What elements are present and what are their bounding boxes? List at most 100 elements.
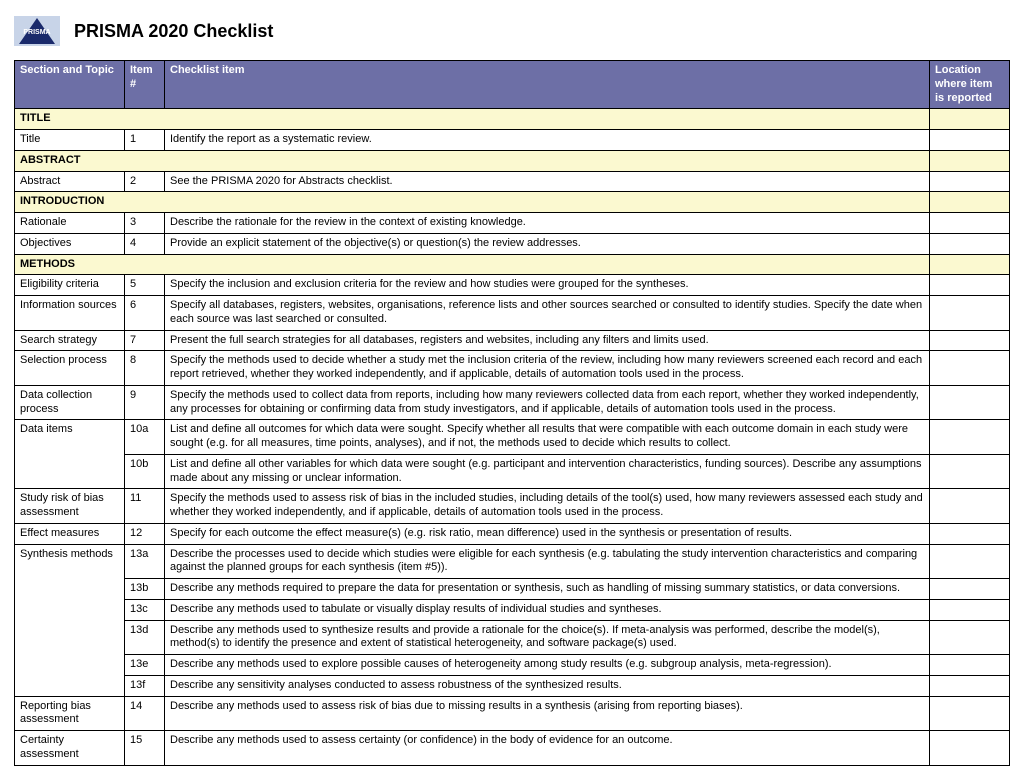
- section-topic-cell: Effect measures: [15, 523, 125, 544]
- item-number-cell: 12: [125, 523, 165, 544]
- location-cell[interactable]: [930, 213, 1010, 234]
- section-header-row: METHODS: [15, 254, 1010, 275]
- section-topic-cell: Selection process: [15, 351, 125, 386]
- location-cell[interactable]: [930, 385, 1010, 420]
- checklist-item-cell: Provide an explicit statement of the obj…: [165, 233, 930, 254]
- section-location-cell: [930, 150, 1010, 171]
- item-number-cell: 4: [125, 233, 165, 254]
- table-row: 13fDescribe any sensitivity analyses con…: [15, 675, 1010, 696]
- section-topic-cell: Information sources: [15, 296, 125, 331]
- item-number-cell: 3: [125, 213, 165, 234]
- section-topic-cell: Study risk of bias assessment: [15, 489, 125, 524]
- section-topic-cell: Reporting bias assessment: [15, 696, 125, 731]
- item-number-cell: 14: [125, 696, 165, 731]
- item-number-cell: 15: [125, 731, 165, 766]
- table-row: Data items10aList and define all outcome…: [15, 420, 1010, 455]
- checklist-item-cell: Describe any methods used to synthesize …: [165, 620, 930, 655]
- checklist-item-cell: Describe any methods used to tabulate or…: [165, 599, 930, 620]
- section-topic-cell: Title: [15, 130, 125, 151]
- item-number-cell: 6: [125, 296, 165, 331]
- location-cell[interactable]: [930, 675, 1010, 696]
- table-row: Certainty assessment15Describe any metho…: [15, 731, 1010, 766]
- location-cell[interactable]: [930, 579, 1010, 600]
- table-row: Data collection process9Specify the meth…: [15, 385, 1010, 420]
- item-number-cell: 1: [125, 130, 165, 151]
- item-number-cell: 13e: [125, 655, 165, 676]
- table-row: Reporting bias assessment14Describe any …: [15, 696, 1010, 731]
- section-topic-cell: Abstract: [15, 171, 125, 192]
- table-row: Effect measures12Specify for each outcom…: [15, 523, 1010, 544]
- location-cell[interactable]: [930, 233, 1010, 254]
- checklist-item-cell: Specify the methods used to assess risk …: [165, 489, 930, 524]
- section-topic-cell: Eligibility criteria: [15, 275, 125, 296]
- location-cell[interactable]: [930, 171, 1010, 192]
- item-number-cell: 13b: [125, 579, 165, 600]
- location-cell[interactable]: [930, 599, 1010, 620]
- table-row: Rationale3Describe the rationale for the…: [15, 213, 1010, 234]
- checklist-item-cell: Describe any methods required to prepare…: [165, 579, 930, 600]
- col-header-section: Section and Topic: [15, 61, 125, 109]
- checklist-item-cell: Describe any sensitivity analyses conduc…: [165, 675, 930, 696]
- item-number-cell: 7: [125, 330, 165, 351]
- svg-text:PRISMA: PRISMA: [23, 29, 50, 36]
- table-header: Section and Topic Item # Checklist item …: [15, 61, 1010, 109]
- table-row: Title1Identify the report as a systemati…: [15, 130, 1010, 151]
- table-row: 13eDescribe any methods used to explore …: [15, 655, 1010, 676]
- item-number-cell: 10b: [125, 454, 165, 489]
- table-row: Search strategy7Present the full search …: [15, 330, 1010, 351]
- table-body: TITLETitle1Identify the report as a syst…: [15, 109, 1010, 765]
- location-cell[interactable]: [930, 620, 1010, 655]
- location-cell[interactable]: [930, 655, 1010, 676]
- section-topic-cell: Certainty assessment: [15, 731, 125, 766]
- checklist-item-cell: Describe the rationale for the review in…: [165, 213, 930, 234]
- section-header-row: ABSTRACT: [15, 150, 1010, 171]
- checklist-item-cell: Specify the inclusion and exclusion crit…: [165, 275, 930, 296]
- table-row: Abstract2See the PRISMA 2020 for Abstrac…: [15, 171, 1010, 192]
- location-cell[interactable]: [930, 130, 1010, 151]
- location-cell[interactable]: [930, 544, 1010, 579]
- section-label: TITLE: [15, 109, 930, 130]
- section-location-cell: [930, 192, 1010, 213]
- section-topic-cell: Data collection process: [15, 385, 125, 420]
- location-cell[interactable]: [930, 696, 1010, 731]
- checklist-item-cell: Describe any methods used to assess cert…: [165, 731, 930, 766]
- checklist-item-cell: Present the full search strategies for a…: [165, 330, 930, 351]
- table-row: 13bDescribe any methods required to prep…: [15, 579, 1010, 600]
- table-row: Synthesis methods13aDescribe the process…: [15, 544, 1010, 579]
- item-number-cell: 13c: [125, 599, 165, 620]
- section-label: METHODS: [15, 254, 930, 275]
- item-number-cell: 13f: [125, 675, 165, 696]
- item-number-cell: 13a: [125, 544, 165, 579]
- col-header-item: Item #: [125, 61, 165, 109]
- location-cell[interactable]: [930, 523, 1010, 544]
- table-row: 13cDescribe any methods used to tabulate…: [15, 599, 1010, 620]
- location-cell[interactable]: [930, 489, 1010, 524]
- section-label: INTRODUCTION: [15, 192, 930, 213]
- checklist-item-cell: List and define all other variables for …: [165, 454, 930, 489]
- checklist-item-cell: Describe any methods used to explore pos…: [165, 655, 930, 676]
- checklist-item-cell: List and define all outcomes for which d…: [165, 420, 930, 455]
- location-cell[interactable]: [930, 420, 1010, 455]
- location-cell[interactable]: [930, 351, 1010, 386]
- location-cell[interactable]: [930, 275, 1010, 296]
- table-row: 13dDescribe any methods used to synthesi…: [15, 620, 1010, 655]
- location-cell[interactable]: [930, 454, 1010, 489]
- table-row: Eligibility criteria5Specify the inclusi…: [15, 275, 1010, 296]
- location-cell[interactable]: [930, 731, 1010, 766]
- section-location-cell: [930, 254, 1010, 275]
- section-topic-cell: Synthesis methods: [15, 544, 125, 696]
- checklist-item-cell: Specify the methods used to decide wheth…: [165, 351, 930, 386]
- checklist-item-cell: Specify all databases, registers, websit…: [165, 296, 930, 331]
- location-cell[interactable]: [930, 296, 1010, 331]
- section-topic-cell: Data items: [15, 420, 125, 489]
- checklist-item-cell: Identify the report as a systematic revi…: [165, 130, 930, 151]
- section-header-row: INTRODUCTION: [15, 192, 1010, 213]
- table-row: Study risk of bias assessment11Specify t…: [15, 489, 1010, 524]
- item-number-cell: 2: [125, 171, 165, 192]
- section-topic-cell: Objectives: [15, 233, 125, 254]
- section-topic-cell: Rationale: [15, 213, 125, 234]
- item-number-cell: 9: [125, 385, 165, 420]
- checklist-item-cell: See the PRISMA 2020 for Abstracts checkl…: [165, 171, 930, 192]
- location-cell[interactable]: [930, 330, 1010, 351]
- document-title: PRISMA 2020 Checklist: [74, 21, 273, 42]
